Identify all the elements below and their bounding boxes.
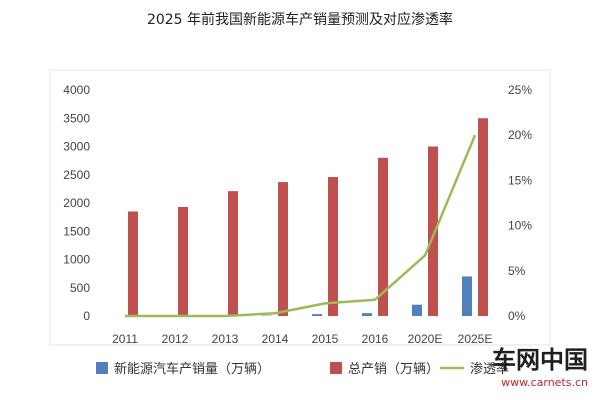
y-left-tick-4000: 4000	[63, 83, 90, 97]
x-axis: 2011 2012 2013 2014 2015 2016 2020E 2025E	[112, 332, 492, 346]
x-tick-2025E: 2025E	[458, 332, 493, 346]
legend: 新能源汽车产销量（万辆） 总产销（万辆） 渗透率	[96, 361, 509, 377]
x-tick-2014: 2014	[262, 332, 289, 346]
y-left-tick-2000: 2000	[63, 196, 90, 210]
bar-nev-2015	[312, 314, 322, 316]
chart-title: 2025 年前我国新能源车产销量预测及对应渗透率	[147, 11, 453, 28]
x-tick-2013: 2013	[212, 332, 239, 346]
y-right-tick-15%: 15%	[508, 173, 532, 187]
penetration-line	[125, 134, 477, 318]
x-tick-2011: 2011	[112, 332, 138, 346]
y-right-tick-20%: 20%	[508, 128, 532, 142]
x-tick-2016: 2016	[362, 332, 389, 346]
x-tick-2012: 2012	[162, 332, 189, 346]
watermark-url: www.carnets.cn	[501, 376, 588, 389]
y-right-tick-0%: 0%	[508, 309, 526, 323]
legend-label-line: 渗透率	[470, 361, 509, 377]
bar-total-2025E	[478, 118, 488, 316]
bar-total-2014	[278, 182, 288, 316]
right-axis: 0% 5% 10% 15% 20% 25%	[508, 83, 532, 323]
x-tick-2020E: 2020E	[408, 332, 443, 346]
legend-label-1: 总产销（万辆）	[348, 362, 439, 377]
y-right-tick-10%: 10%	[508, 219, 532, 233]
bar-total-2013	[228, 191, 238, 316]
left-axis: 0 500 1000 1500 2000 2500 3000 3500 4000	[63, 83, 90, 323]
y-left-tick-0: 0	[83, 309, 90, 323]
y-left-tick-3000: 3000	[63, 140, 90, 154]
legend-swatch-1	[330, 362, 342, 374]
plot-frame	[49, 69, 551, 346]
legend-swatch-0	[96, 362, 108, 374]
bar-total-2012	[178, 206, 188, 316]
x-tick-2015: 2015	[312, 332, 339, 346]
bar-total-2016	[378, 157, 388, 316]
bar-total-2020E	[428, 146, 438, 316]
line-layer	[125, 134, 477, 318]
y-left-tick-3500: 3500	[63, 111, 90, 125]
watermark-logo: 车网中国	[492, 346, 588, 374]
y-right-tick-25%: 25%	[508, 83, 532, 97]
y-left-tick-1500: 1500	[63, 224, 90, 238]
bar-layer	[112, 118, 488, 316]
y-left-tick-1000: 1000	[63, 253, 90, 267]
y-right-tick-5%: 5%	[508, 264, 526, 278]
legend-label-0: 新能源汽车产销量（万辆）	[114, 361, 270, 377]
bar-nev-2025E	[462, 276, 472, 316]
bar-total-2011	[128, 211, 138, 316]
y-left-tick-2500: 2500	[63, 168, 90, 182]
bar-nev-2016	[362, 313, 372, 316]
bar-total-2015	[328, 177, 338, 316]
bar-nev-2020E	[412, 304, 422, 316]
watermark: 车网中国 www.carnets.cn	[492, 346, 588, 389]
y-left-tick-500: 500	[70, 281, 90, 295]
